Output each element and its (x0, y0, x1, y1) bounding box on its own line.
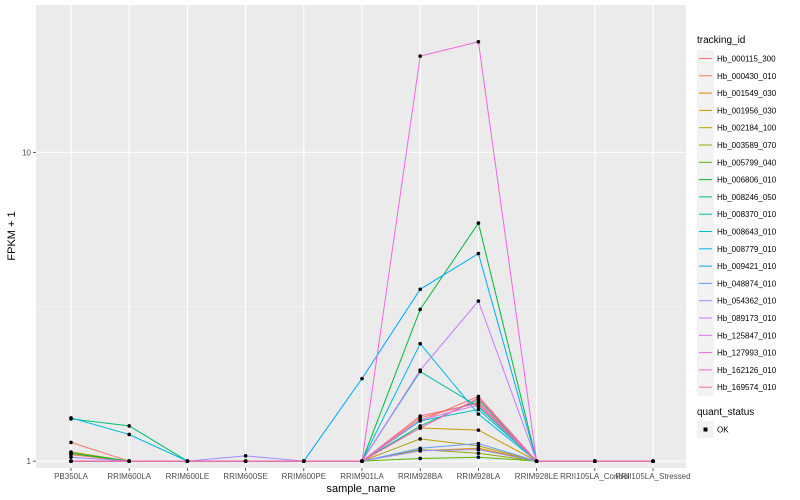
legend-label-Hb_009421_010: Hb_009421_010 (717, 262, 777, 271)
legend-label-Hb_003589_070: Hb_003589_070 (717, 141, 777, 150)
x-tick-label-4: RRIM600PE (282, 472, 326, 481)
legend-label-Hb_008779_010: Hb_008779_010 (717, 245, 777, 254)
point-Hb_008779_010-RRIM928LA (476, 412, 481, 416)
point-Hb_169574_010-RRIM600SE (243, 459, 248, 463)
point-Hb_054362_010-RRIM928LA (476, 447, 481, 452)
legend-shape-label-0: OK (717, 426, 729, 435)
legend: tracking_id Hb_000115_300Hb_000430_010Hb… (697, 35, 777, 438)
point-Hb_125847_010-RRIM928BA (418, 418, 423, 422)
series-points (69, 40, 655, 463)
legend-label-Hb_005799_040: Hb_005799_040 (717, 158, 777, 167)
point-Hb_162126_010-RRIM928LA (476, 396, 481, 400)
legend-label-Hb_089173_010: Hb_089173_010 (717, 314, 777, 323)
point-Hb_169574_010-RRIM928LA (476, 401, 481, 406)
point-Hb_008643_010-RRIM928LA (476, 407, 481, 412)
legend-title-tracking-id: tracking_id (697, 35, 745, 46)
legend-label-Hb_000115_300: Hb_000115_300 (717, 55, 776, 64)
x-tick-label-2: RRIM600LE (166, 472, 210, 481)
point-Hb_169574_010-RRIM928BA (418, 414, 423, 418)
legend-label-Hb_125847_010: Hb_125847_010 (717, 331, 777, 340)
legend-label-Hb_048874_010: Hb_048874_010 (717, 279, 777, 288)
point-Hb_005799_040-RRIM928LA (476, 455, 481, 459)
point-Hb_127993_010-RRIM928LA (476, 40, 481, 44)
y-tick-label-0: 1 (27, 457, 32, 466)
point-Hb_008779_010-RRIM928BA (418, 341, 423, 346)
point-Hb_169574_010-RRIM600LE (185, 459, 190, 463)
point-Hb_000115_300-PB350LA (69, 440, 73, 445)
legend-title-quant-status: quant_status (697, 407, 754, 418)
legend-label-Hb_006806_010: Hb_006806_010 (717, 176, 777, 185)
legend-label-Hb_000430_010: Hb_000430_010 (717, 72, 777, 81)
point-Hb_048874_010-RRIM928LA (476, 441, 481, 446)
legend-color-items: Hb_000115_300 Hb_000430_010 Hb_001549_030 H… (697, 50, 777, 396)
x-tick-label-8: RRIM928LE (515, 472, 559, 481)
point-Hb_162126_010-RRIM928BA (418, 426, 423, 430)
x-tick-label-1: RRIM600LA (107, 472, 151, 481)
legend-label-Hb_001549_030: Hb_001549_030 (717, 89, 777, 98)
point-Hb_089173_010-RRIM928LA (476, 299, 481, 303)
legend-label-Hb_054362_010: Hb_054362_010 (717, 297, 777, 306)
legend-shape-items: OK (697, 421, 729, 438)
major-gridlines (36, 5, 686, 468)
y-tick-label-1: 10 (22, 148, 31, 157)
point-Hb_001956_030-RRIM928LA (476, 428, 481, 432)
point-Hb_002184_100-RRIM928BA (418, 437, 423, 441)
x-tick-label-10: RRII105LA_Stressed (615, 472, 690, 481)
point-Hb_169574_010-PB350LA (69, 459, 73, 463)
point-Hb_054362_010-RRIM600SE (243, 454, 248, 458)
legend-label-Hb_127993_010: Hb_127993_010 (717, 349, 777, 358)
point-Hb_008779_010-PB350LA (69, 416, 73, 420)
point-Hb_003589_070-RRIM928LA (476, 451, 481, 456)
y-axis-ticks: 1 10 (22, 148, 36, 466)
x-tick-label-6: RRIM928BA (398, 472, 443, 481)
legend-label-Hb_001956_030: Hb_001956_030 (717, 106, 777, 115)
legend-label-Hb_008643_010: Hb_008643_010 (717, 228, 777, 237)
point-Hb_169574_010-RRIM600PE (302, 459, 306, 463)
point-Hb_054362_010-RRIM928BA (418, 449, 423, 453)
point-Hb_169574_010-RRIM928LE (534, 459, 539, 463)
point-Hb_006806_010-PB350LA (69, 451, 73, 456)
point-Hb_008246_050-RRIM600LA (127, 424, 131, 428)
point-Hb_006806_010-RRIM928BA (418, 307, 423, 312)
point-Hb_009421_010-RRIM928LA (476, 251, 481, 256)
legend-label-Hb_008370_010: Hb_008370_010 (717, 210, 777, 219)
point-Hb_009421_010-RRIM928BA (418, 287, 423, 292)
point-Hb_009421_010-RRIM901LA (360, 376, 364, 381)
legend-shape-key-0 (703, 427, 708, 432)
x-tick-label-5: RRIM901LA (340, 472, 384, 481)
plot-panel (36, 5, 686, 468)
point-Hb_006806_010-RRIM928LA (476, 221, 481, 225)
y-axis-title: FPKM + 1 (6, 211, 18, 260)
legend-label-Hb_169574_010: Hb_169574_010 (717, 383, 777, 392)
x-tick-label-9: RRII105LA_Control (560, 472, 630, 481)
legend-label-Hb_002184_100: Hb_002184_100 (717, 124, 777, 133)
legend-label-Hb_008246_050: Hb_008246_050 (717, 193, 777, 202)
point-Hb_008779_010-RRIM600LA (127, 432, 131, 437)
point-Hb_169574_010-RRII105LA_Control (593, 459, 597, 463)
point-Hb_048874_010-RRIM928BA (418, 446, 423, 451)
point-Hb_169574_010-RRII105LA_Stressed (651, 459, 655, 463)
point-Hb_089173_010-RRIM928BA (418, 368, 423, 372)
legend-label-Hb_162126_010: Hb_162126_010 (717, 366, 777, 375)
x-axis-title: sample_name (326, 483, 395, 495)
point-Hb_054362_010-PB350LA (69, 455, 73, 459)
point-Hb_169574_010-RRIM901LA (360, 459, 364, 463)
point-Hb_005799_040-RRIM928BA (418, 456, 423, 461)
x-axis-ticks: PB350LA RRIM600LA RRIM600LE RRIM600SE RRIM60… (54, 468, 691, 481)
x-tick-label-0: PB350LA (54, 472, 88, 481)
x-tick-label-7: RRIM928LA (457, 472, 501, 481)
point-Hb_127993_010-RRIM928BA (418, 54, 423, 58)
x-tick-label-3: RRIM600SE (223, 472, 267, 481)
point-Hb_169574_010-RRIM600LA (127, 459, 131, 463)
